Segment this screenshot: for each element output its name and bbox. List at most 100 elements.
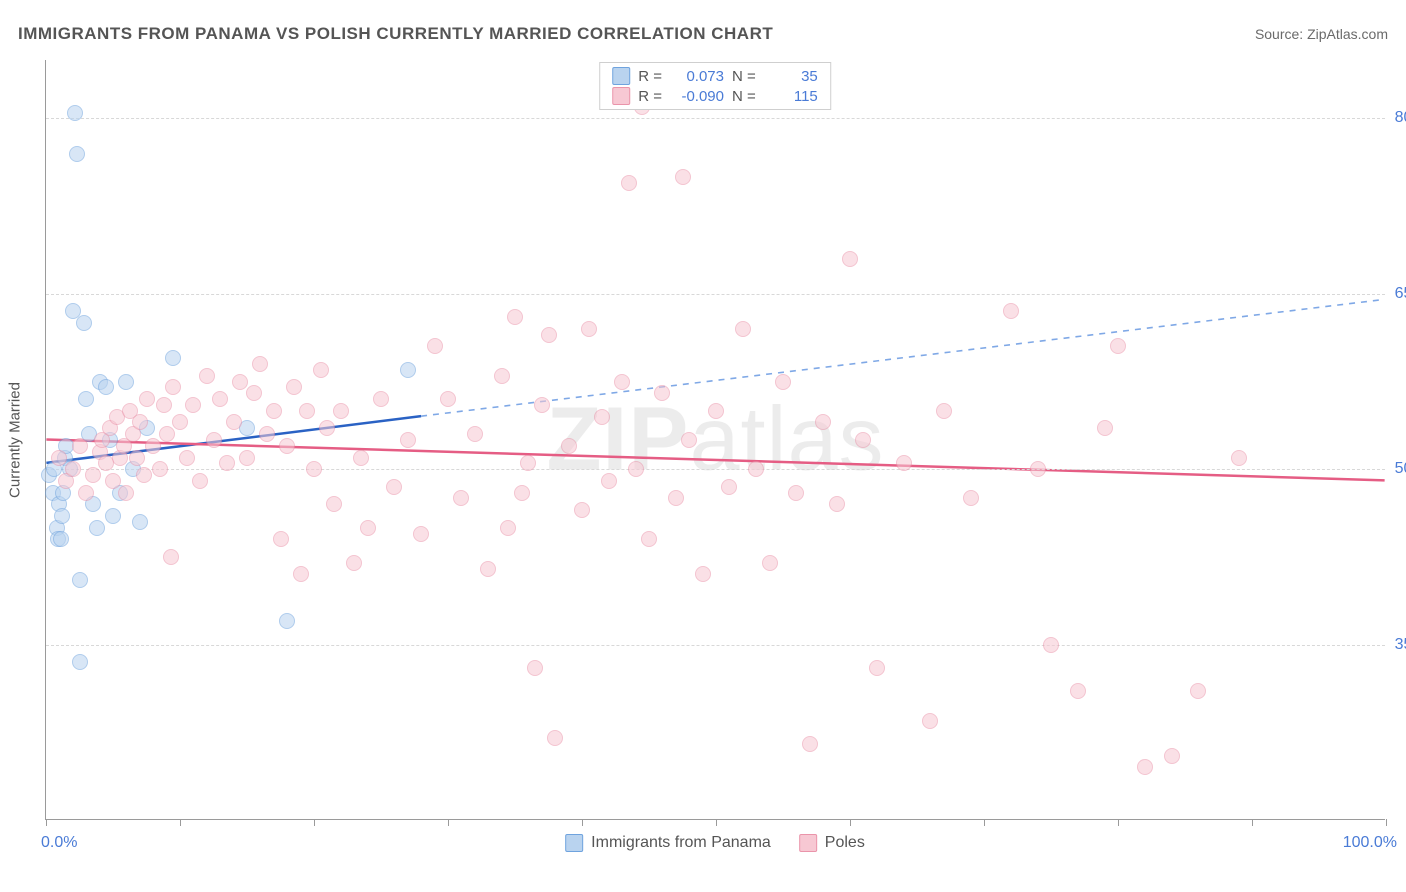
data-point-poles	[614, 374, 630, 390]
data-point-poles	[1164, 748, 1180, 764]
data-point-poles	[721, 479, 737, 495]
source-name: ZipAtlas.com	[1307, 26, 1388, 42]
data-point-poles	[855, 432, 871, 448]
source-prefix: Source:	[1255, 26, 1307, 42]
legend-label: Immigrants from Panama	[591, 834, 771, 852]
data-point-poles	[668, 490, 684, 506]
data-point-panama	[89, 520, 105, 536]
data-point-poles	[232, 374, 248, 390]
data-point-poles	[922, 713, 938, 729]
data-point-poles	[313, 362, 329, 378]
legend-item: Poles	[799, 834, 865, 852]
x-tick	[1252, 819, 1253, 826]
data-point-poles	[279, 438, 295, 454]
data-point-poles	[163, 549, 179, 565]
data-point-poles	[815, 414, 831, 430]
data-point-poles	[581, 321, 597, 337]
data-point-poles	[1097, 420, 1113, 436]
x-tick	[850, 819, 851, 826]
data-point-poles	[346, 555, 362, 571]
data-point-poles	[762, 555, 778, 571]
data-point-panama	[118, 374, 134, 390]
data-point-poles	[105, 473, 121, 489]
data-point-poles	[802, 736, 818, 752]
legend-swatch	[612, 87, 630, 105]
legend-label: Poles	[825, 834, 865, 852]
data-point-poles	[453, 490, 469, 506]
data-point-poles	[413, 526, 429, 542]
data-point-panama	[72, 572, 88, 588]
data-point-poles	[440, 391, 456, 407]
data-point-panama	[78, 391, 94, 407]
data-point-poles	[333, 403, 349, 419]
data-point-panama	[132, 514, 148, 530]
data-point-poles	[139, 391, 155, 407]
data-point-poles	[829, 496, 845, 512]
gridline	[46, 645, 1385, 646]
x-tick	[984, 819, 985, 826]
x-tick	[716, 819, 717, 826]
data-point-poles	[708, 403, 724, 419]
y-tick-label: 35.0%	[1395, 636, 1406, 654]
data-point-poles	[192, 473, 208, 489]
data-point-poles	[129, 450, 145, 466]
x-tick	[1386, 819, 1387, 826]
y-tick-label: 50.0%	[1395, 460, 1406, 478]
data-point-poles	[963, 490, 979, 506]
data-point-poles	[246, 385, 262, 401]
legend-text: R =	[638, 88, 662, 105]
data-point-panama	[54, 508, 70, 524]
data-point-poles	[299, 403, 315, 419]
data-point-poles	[541, 327, 557, 343]
legend-correlation: R =0.073N =35R =-0.090N =115	[599, 62, 831, 110]
data-point-poles	[159, 426, 175, 442]
trend-lines	[46, 60, 1385, 819]
gridline	[46, 469, 1385, 470]
legend-text: 0.073	[670, 68, 724, 85]
source-label: Source: ZipAtlas.com	[1255, 26, 1388, 42]
y-tick-label: 80.0%	[1395, 109, 1406, 127]
data-point-poles	[467, 426, 483, 442]
data-point-poles	[386, 479, 402, 495]
data-point-poles	[252, 356, 268, 372]
data-point-poles	[145, 438, 161, 454]
data-point-poles	[654, 385, 670, 401]
data-point-poles	[172, 414, 188, 430]
data-point-poles	[353, 450, 369, 466]
data-point-poles	[936, 403, 952, 419]
data-point-poles	[165, 379, 181, 395]
data-point-panama	[400, 362, 416, 378]
data-point-poles	[259, 426, 275, 442]
data-point-poles	[507, 309, 523, 325]
data-point-panama	[76, 315, 92, 331]
data-point-poles	[118, 485, 134, 501]
data-point-poles	[206, 432, 222, 448]
data-point-poles	[360, 520, 376, 536]
data-point-poles	[427, 338, 443, 354]
data-point-poles	[273, 531, 289, 547]
data-point-poles	[621, 175, 637, 191]
x-tick	[314, 819, 315, 826]
data-point-poles	[132, 414, 148, 430]
legend-text: R =	[638, 68, 662, 85]
data-point-poles	[156, 397, 172, 413]
data-point-poles	[775, 374, 791, 390]
data-point-panama	[105, 508, 121, 524]
data-point-poles	[494, 368, 510, 384]
data-point-poles	[51, 450, 67, 466]
data-point-poles	[675, 169, 691, 185]
data-point-poles	[179, 450, 195, 466]
data-point-poles	[72, 438, 88, 454]
data-point-poles	[869, 660, 885, 676]
gridline	[46, 294, 1385, 295]
legend-series: Immigrants from Panama Poles	[565, 834, 865, 852]
data-point-poles	[326, 496, 342, 512]
data-point-poles	[628, 461, 644, 477]
data-point-panama	[165, 350, 181, 366]
x-axis-end-label: 100.0%	[1343, 834, 1397, 852]
data-point-poles	[594, 409, 610, 425]
data-point-poles	[896, 455, 912, 471]
legend-swatch	[799, 834, 817, 852]
x-tick	[582, 819, 583, 826]
data-point-poles	[641, 531, 657, 547]
